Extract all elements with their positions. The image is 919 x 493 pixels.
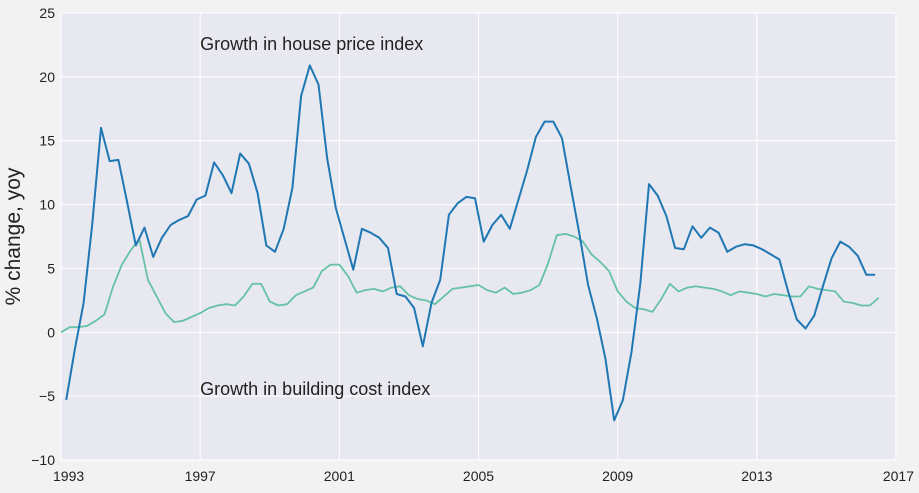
tick-labels: 1993 1997 2001 2005 2009 2013 2017 −10 −5 0 5 10 15 2…	[31, 5, 914, 484]
x-tick-label: 1997	[185, 468, 216, 484]
y-tick-label: 15	[39, 133, 55, 149]
series-line-building-cost	[60, 233, 880, 334]
y-tick-label: −10	[31, 452, 55, 468]
y-tick-label: −5	[39, 388, 55, 404]
series-group	[60, 64, 880, 422]
series-line-house-price	[65, 64, 876, 422]
x-tick-label: 2013	[741, 468, 772, 484]
y-tick-label: 5	[47, 260, 55, 276]
x-tick-label: 2009	[602, 468, 633, 484]
x-tick-label: 2005	[463, 468, 494, 484]
annotation-building-cost: Growth in building cost index	[200, 379, 430, 399]
y-tick-label: 0	[47, 324, 55, 340]
annotation-house-price: Growth in house price index	[200, 34, 423, 54]
grid	[60, 12, 897, 461]
x-tick-label: 2017	[883, 468, 914, 484]
y-axis-label: % change, yoy	[2, 167, 25, 305]
y-tick-label: 25	[39, 5, 55, 21]
x-tick-label: 1993	[53, 468, 84, 484]
y-tick-label: 10	[39, 197, 55, 213]
x-tick-label: 2001	[324, 468, 355, 484]
y-tick-label: 20	[39, 69, 55, 85]
